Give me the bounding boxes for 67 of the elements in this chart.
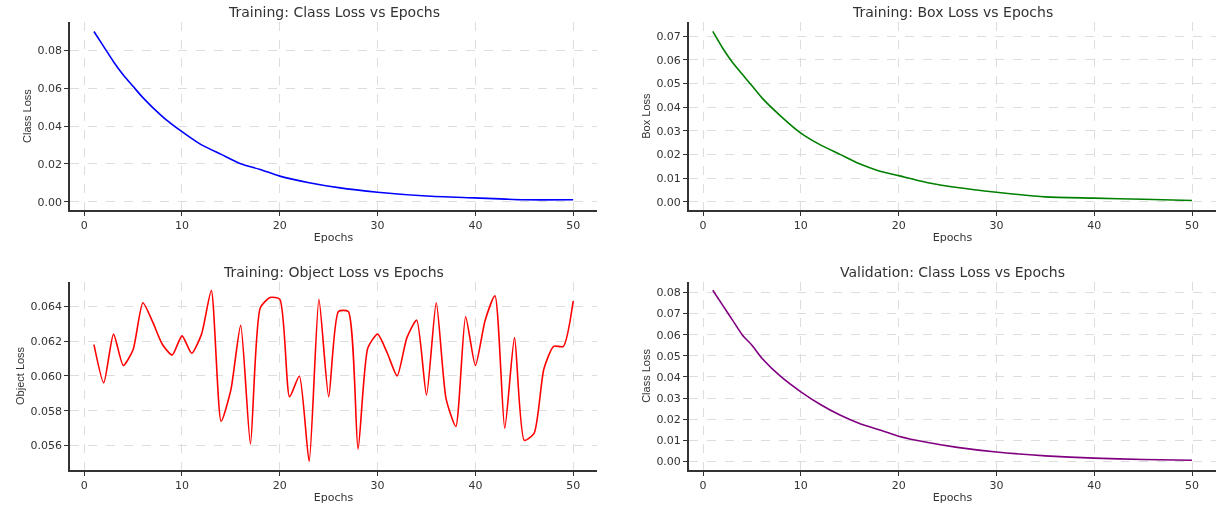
chart-title: Training: Object Loss vs Epochs (223, 264, 444, 280)
x-axis-title: Epochs (932, 230, 973, 244)
x-tick-label: 50 (566, 219, 581, 233)
x-tick-label: 50 (1185, 478, 1200, 492)
y-tick-label: 0.08 (656, 286, 681, 300)
y-tick-label: 0.06 (37, 82, 63, 96)
y-tick-label: 0.03 (656, 124, 681, 138)
chart-title: Training: Class Loss vs Epochs (228, 4, 441, 20)
y-tick-label: 0.060 (30, 369, 63, 383)
y-tick-label: 0.00 (656, 455, 681, 469)
y-tick-label: 0.07 (656, 30, 681, 44)
line-series (712, 30, 1193, 202)
x-tick-label: 0 (699, 478, 707, 492)
y-tick-label: 0.08 (37, 44, 63, 58)
y-tick-label: 0.02 (656, 413, 681, 427)
x-tick-label: 10 (174, 478, 189, 492)
y-axis-title: Class Loss (20, 88, 33, 143)
y-tick-label: 0.062 (30, 334, 63, 348)
chart-title: Training: Box Loss vs Epochs (852, 4, 1054, 20)
line-series (93, 30, 574, 201)
x-tick-label: 40 (1087, 219, 1102, 233)
x-tick-label: 0 (699, 219, 707, 233)
y-tick-label: 0.05 (656, 77, 681, 91)
x-tick-label: 20 (272, 478, 287, 492)
x-tick-label: 20 (272, 219, 287, 233)
x-tick-label: 30 (370, 219, 385, 233)
y-tick-label: 0.056 (30, 439, 63, 453)
line-series (712, 289, 1193, 462)
x-axis-title: Epochs (313, 490, 354, 504)
chart-title: Validation: Class Loss vs Epochs (840, 264, 1065, 280)
x-tick-label: 30 (370, 478, 385, 492)
x-tick-label: 50 (1185, 219, 1200, 233)
x-tick-label: 30 (989, 219, 1004, 233)
y-axis-title: Class Loss (639, 348, 652, 403)
y-tick-label: 0.058 (30, 404, 63, 418)
x-tick-label: 10 (793, 478, 808, 492)
y-tick-label: 0.01 (656, 171, 681, 185)
y-axis-title: Box Loss (639, 92, 652, 139)
y-tick-label: 0.05 (656, 349, 681, 363)
y-axis-title: Object Loss (13, 346, 26, 405)
x-tick-label: 10 (174, 219, 189, 233)
x-tick-label: 30 (989, 478, 1004, 492)
y-tick-label: 0.02 (656, 148, 681, 162)
y-tick-label: 0.03 (656, 391, 681, 405)
y-tick-label: 0.06 (656, 328, 681, 342)
x-tick-label: 50 (566, 478, 581, 492)
x-tick-label: 10 (793, 219, 808, 233)
x-tick-label: 40 (1087, 478, 1102, 492)
y-tick-label: 0.06 (656, 53, 681, 67)
x-tick-label: 0 (80, 219, 88, 233)
x-axis-title: Epochs (313, 230, 354, 244)
y-tick-label: 0.02 (37, 157, 63, 171)
x-tick-label: 20 (891, 219, 906, 233)
y-tick-label: 0.01 (656, 434, 681, 448)
x-tick-label: 0 (80, 478, 88, 492)
x-tick-label: 40 (468, 219, 483, 233)
y-tick-label: 0.00 (656, 195, 681, 209)
y-tick-label: 0.04 (37, 119, 63, 133)
y-tick-label: 0.04 (656, 370, 681, 384)
x-tick-label: 20 (891, 478, 906, 492)
y-tick-label: 0.00 (37, 195, 63, 209)
y-tick-label: 0.064 (30, 300, 63, 314)
line-series (93, 289, 574, 463)
y-tick-label: 0.04 (656, 100, 681, 114)
x-tick-label: 40 (468, 478, 483, 492)
y-tick-label: 0.07 (656, 307, 681, 321)
x-axis-title: Epochs (932, 490, 973, 504)
